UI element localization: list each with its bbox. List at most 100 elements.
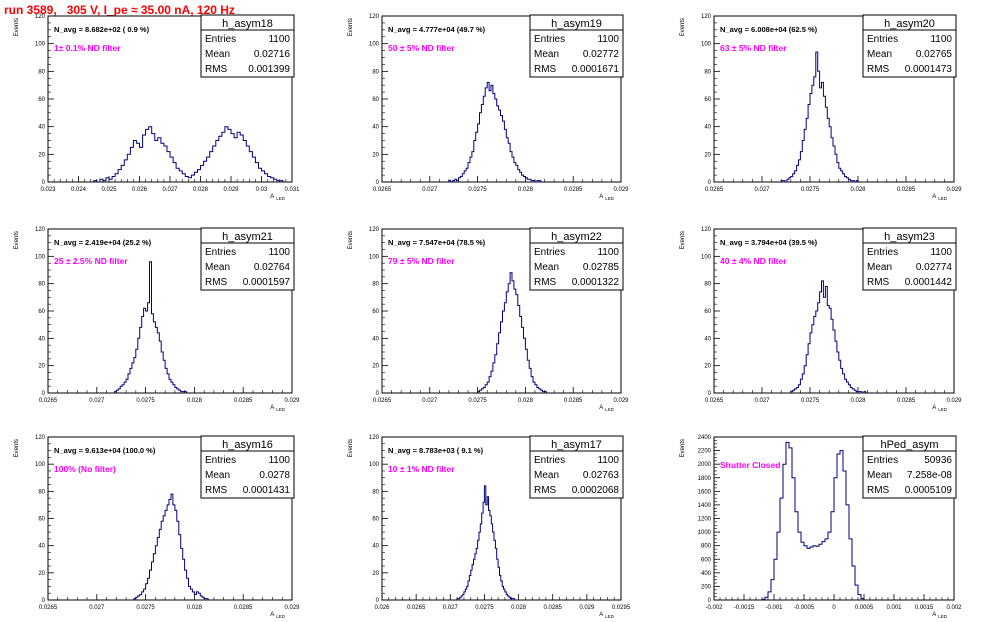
x-tick-label: 0.0015 bbox=[915, 605, 934, 611]
stats-title: h_asym19 bbox=[551, 18, 602, 30]
stats-key: Mean bbox=[534, 49, 559, 60]
y-tick-label: 40 bbox=[372, 125, 379, 131]
stats-value: 0.02785 bbox=[583, 262, 620, 273]
x-tick-label: 0.027 bbox=[422, 398, 438, 404]
y-tick-label: 120 bbox=[369, 227, 380, 233]
y-tick-label: 60 bbox=[38, 309, 45, 315]
stats-value: 0.0278 bbox=[259, 470, 290, 481]
stats-value: 1100 bbox=[597, 455, 619, 466]
x-axis-label: A LED bbox=[599, 405, 615, 412]
x-tick-label: 0.029 bbox=[946, 398, 962, 404]
y-tick-label: 40 bbox=[704, 336, 711, 342]
y-tick-label: 100 bbox=[369, 42, 380, 48]
x-tick-label: 0.0285 bbox=[564, 187, 583, 193]
y-tick-label: 100 bbox=[701, 254, 712, 260]
x-tick-label: 0.029 bbox=[284, 398, 300, 404]
stats-key: Entries bbox=[867, 34, 898, 45]
filter-note: 25 ± 2.5% ND filter bbox=[54, 256, 128, 266]
x-tick-label: 0.0265 bbox=[373, 187, 392, 193]
x-tick-label: 0.0285 bbox=[897, 398, 916, 404]
histogram-line bbox=[448, 81, 542, 183]
x-tick-label: 0.001 bbox=[886, 605, 902, 611]
stats-value: 0.0001671 bbox=[572, 64, 620, 75]
stats-key: RMS bbox=[867, 277, 890, 288]
y-tick-label: 80 bbox=[38, 282, 45, 288]
y-tick-label: 600 bbox=[701, 557, 712, 563]
navg-label: N_avg = 8.682e+02 ( 0.9 %) bbox=[54, 25, 150, 34]
y-tick-label: 60 bbox=[372, 97, 379, 103]
y-tick-label: 120 bbox=[35, 14, 46, 20]
x-tick-label: 0.029 bbox=[579, 605, 595, 611]
x-tick-label: 0.028 bbox=[187, 398, 203, 404]
stats-key: Entries bbox=[205, 247, 236, 258]
y-tick-label: 120 bbox=[701, 14, 712, 20]
stats-value: 0.02774 bbox=[916, 262, 953, 273]
stats-title: h_asym20 bbox=[884, 18, 935, 30]
y-tick-label: 0 bbox=[42, 391, 46, 397]
run-title: run 3589, 305 V, I_pe ≈ 35.00 nA, 120 Hz bbox=[4, 3, 235, 17]
x-tick-label: 0.027 bbox=[754, 187, 770, 193]
x-tick-label: -0.0015 bbox=[734, 605, 755, 611]
y-tick-label: 120 bbox=[369, 435, 380, 441]
stats-value: 1100 bbox=[597, 247, 619, 258]
navg-label: N_avg = 8.783e+03 ( 9.1 %) bbox=[388, 446, 484, 455]
stats-key: Mean bbox=[205, 470, 230, 481]
y-tick-label: 120 bbox=[701, 227, 712, 233]
y-tick-label: 0 bbox=[708, 598, 712, 604]
filter-note: 79 ± 5% ND filter bbox=[388, 256, 455, 266]
x-axis-label: A LED bbox=[932, 612, 948, 619]
x-tick-label: 0.027 bbox=[162, 187, 178, 193]
y-tick-label: 60 bbox=[372, 309, 379, 315]
y-tick-label: 1600 bbox=[698, 489, 712, 495]
x-axis-label: A LED bbox=[599, 612, 615, 619]
stats-title: h_asym23 bbox=[884, 231, 935, 243]
stats-box bbox=[862, 227, 957, 291]
stats-key: Entries bbox=[205, 455, 236, 466]
x-tick-label: 0.0265 bbox=[705, 398, 724, 404]
x-tick-label: 0 bbox=[832, 605, 836, 611]
stats-box bbox=[529, 227, 624, 291]
y-tick-label: 100 bbox=[369, 254, 380, 260]
stats-value: 0.0002068 bbox=[572, 485, 620, 496]
y-tick-label: 0 bbox=[42, 180, 46, 186]
y-tick-label: 80 bbox=[38, 69, 45, 75]
stats-key: RMS bbox=[867, 485, 890, 496]
x-tick-label: 0.0265 bbox=[407, 605, 426, 611]
y-tick-label: 40 bbox=[38, 336, 45, 342]
stats-key: Entries bbox=[534, 247, 565, 258]
stats-key: Mean bbox=[205, 49, 230, 60]
stats-value: 0.02764 bbox=[254, 262, 291, 273]
y-tick-label: 0 bbox=[376, 598, 380, 604]
stats-key: RMS bbox=[205, 277, 228, 288]
x-tick-label: 0.029 bbox=[613, 187, 629, 193]
y-tick-label: 1200 bbox=[698, 517, 712, 523]
x-tick-label: 0.03 bbox=[256, 187, 268, 193]
stats-box bbox=[529, 435, 624, 499]
x-tick-label: 0.002 bbox=[946, 605, 962, 611]
y-tick-label: 60 bbox=[372, 517, 379, 523]
stats-title: h_asym22 bbox=[551, 231, 602, 243]
histogram-line bbox=[133, 493, 209, 600]
x-tick-label: 0.027 bbox=[754, 398, 770, 404]
x-axis-label: A LED bbox=[270, 612, 286, 619]
histogram-line bbox=[790, 280, 867, 394]
stats-value: 0.0001473 bbox=[905, 64, 953, 75]
x-axis-label: A LED bbox=[270, 405, 286, 412]
x-tick-label: 0.0265 bbox=[39, 398, 58, 404]
y-axis-label: Events bbox=[348, 18, 354, 36]
navg-label: N_avg = 4.777e+04 (49.7 %) bbox=[388, 25, 486, 34]
stats-key: RMS bbox=[205, 485, 228, 496]
stats-value: 1100 bbox=[268, 247, 290, 258]
stats-key: Mean bbox=[867, 262, 892, 273]
histogram-line bbox=[113, 261, 188, 393]
stats-key: Mean bbox=[867, 470, 892, 481]
y-tick-label: 200 bbox=[701, 584, 712, 590]
x-tick-label: 0.0265 bbox=[373, 398, 392, 404]
x-axis-label: A LED bbox=[270, 194, 286, 201]
navg-label: N_avg = 7.547e+04 (78.5 %) bbox=[388, 238, 486, 247]
y-tick-label: 2000 bbox=[698, 462, 712, 468]
y-axis-label: Events bbox=[680, 18, 686, 36]
stats-key: Entries bbox=[867, 247, 898, 258]
filter-note: 40 ± 4% ND filter bbox=[720, 256, 787, 266]
